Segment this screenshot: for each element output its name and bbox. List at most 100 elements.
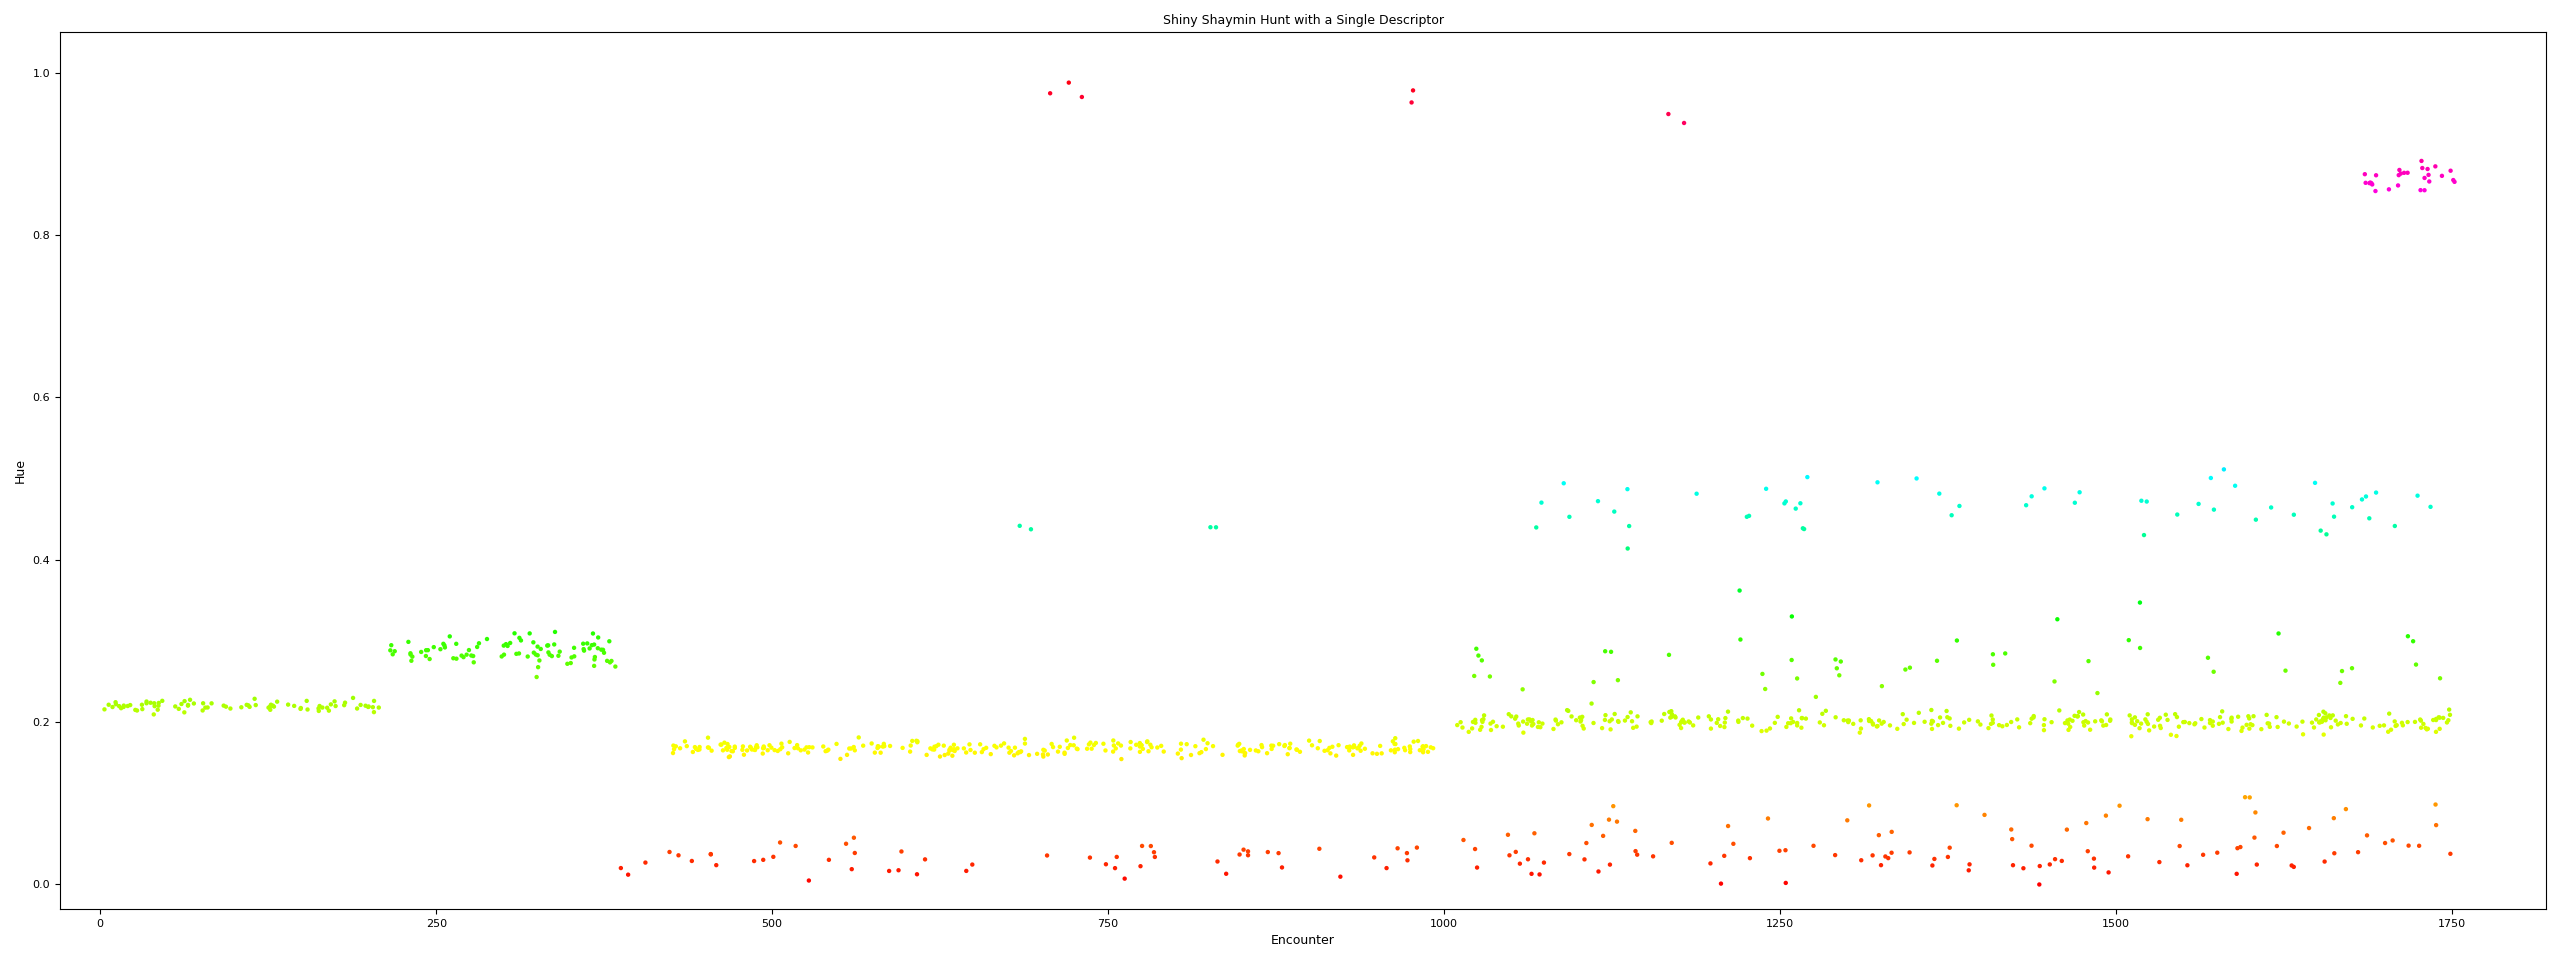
Point	[2301, 714, 2342, 729]
Point	[714, 739, 755, 754]
Point	[1126, 734, 1167, 750]
Point	[210, 701, 251, 716]
Point	[1828, 813, 1869, 828]
Point	[2063, 715, 2104, 730]
Point	[1585, 712, 1626, 727]
Point	[760, 835, 801, 850]
Point	[2217, 866, 2258, 881]
Point	[1298, 741, 1339, 756]
Point	[2381, 715, 2422, 730]
Point	[993, 740, 1034, 755]
Point	[2127, 706, 2168, 722]
Point	[1495, 709, 1536, 725]
Point	[709, 750, 750, 765]
Point	[507, 649, 548, 664]
Point	[2025, 480, 2066, 496]
Point	[248, 700, 289, 715]
Point	[742, 741, 783, 756]
Point	[904, 851, 945, 867]
Point	[896, 867, 937, 882]
Point	[1564, 851, 1605, 867]
Point	[655, 739, 696, 754]
Point	[832, 739, 873, 754]
Point	[1221, 743, 1262, 758]
Point	[1093, 733, 1134, 749]
Point	[1024, 749, 1065, 764]
Point	[1142, 738, 1183, 753]
Point	[2068, 653, 2109, 669]
Point	[138, 702, 179, 718]
Point	[1441, 720, 1482, 735]
Point	[2355, 485, 2396, 501]
Point	[1876, 721, 1917, 736]
Point	[1229, 844, 1270, 859]
Point	[1792, 838, 1833, 853]
Point	[2312, 707, 2353, 723]
Point	[2304, 713, 2345, 728]
Point	[1405, 738, 1446, 753]
Point	[1651, 709, 1692, 725]
Point	[1375, 736, 1416, 752]
Point	[763, 740, 804, 755]
Point	[520, 653, 561, 668]
Point	[1677, 710, 1718, 726]
Point	[1938, 499, 1979, 514]
Point	[2255, 709, 2296, 725]
Point	[1334, 747, 1375, 762]
Point	[220, 700, 261, 715]
Point	[402, 644, 443, 659]
Point	[282, 701, 323, 716]
Point	[256, 694, 297, 709]
Point	[573, 626, 614, 641]
Point	[1549, 509, 1590, 525]
Point	[120, 697, 161, 712]
Point	[2163, 714, 2204, 729]
Point	[658, 848, 699, 863]
Point	[1610, 704, 1651, 720]
Point	[2038, 702, 2079, 718]
Point	[2319, 715, 2360, 730]
Point	[2150, 727, 2191, 743]
Point	[753, 850, 794, 865]
Point	[1503, 725, 1544, 740]
Point	[1969, 721, 2010, 736]
Point	[1672, 718, 1713, 733]
Point	[425, 640, 466, 655]
Point	[1101, 752, 1142, 767]
Point	[581, 642, 622, 657]
Point	[602, 860, 643, 875]
Point	[1469, 723, 1510, 738]
Point	[1981, 719, 2022, 734]
Point	[1487, 827, 1528, 843]
Point	[1393, 83, 1434, 98]
Point	[141, 693, 182, 708]
Point	[404, 649, 445, 664]
Point	[1746, 681, 1787, 697]
Point	[579, 641, 620, 656]
Point	[1828, 713, 1869, 728]
Point	[182, 702, 223, 718]
Point	[2089, 865, 2130, 880]
Point	[1828, 714, 1869, 729]
Point	[297, 701, 338, 716]
Point	[881, 844, 922, 859]
Point	[1270, 740, 1311, 755]
Point	[691, 847, 732, 862]
Point	[1469, 716, 1510, 731]
Point	[1651, 706, 1692, 722]
Point	[2353, 177, 2394, 192]
Point	[2127, 811, 2168, 826]
Point	[2429, 707, 2470, 723]
Point	[133, 696, 174, 711]
Point	[1841, 852, 1882, 868]
Point	[1277, 742, 1318, 757]
Point	[2127, 716, 2168, 731]
Point	[2240, 722, 2281, 737]
Point	[1103, 871, 1144, 886]
Point	[1265, 737, 1306, 752]
Point	[1882, 706, 1923, 722]
Point	[1828, 713, 1869, 728]
Point	[809, 852, 850, 868]
Point	[1044, 745, 1085, 760]
Point	[2348, 827, 2388, 843]
